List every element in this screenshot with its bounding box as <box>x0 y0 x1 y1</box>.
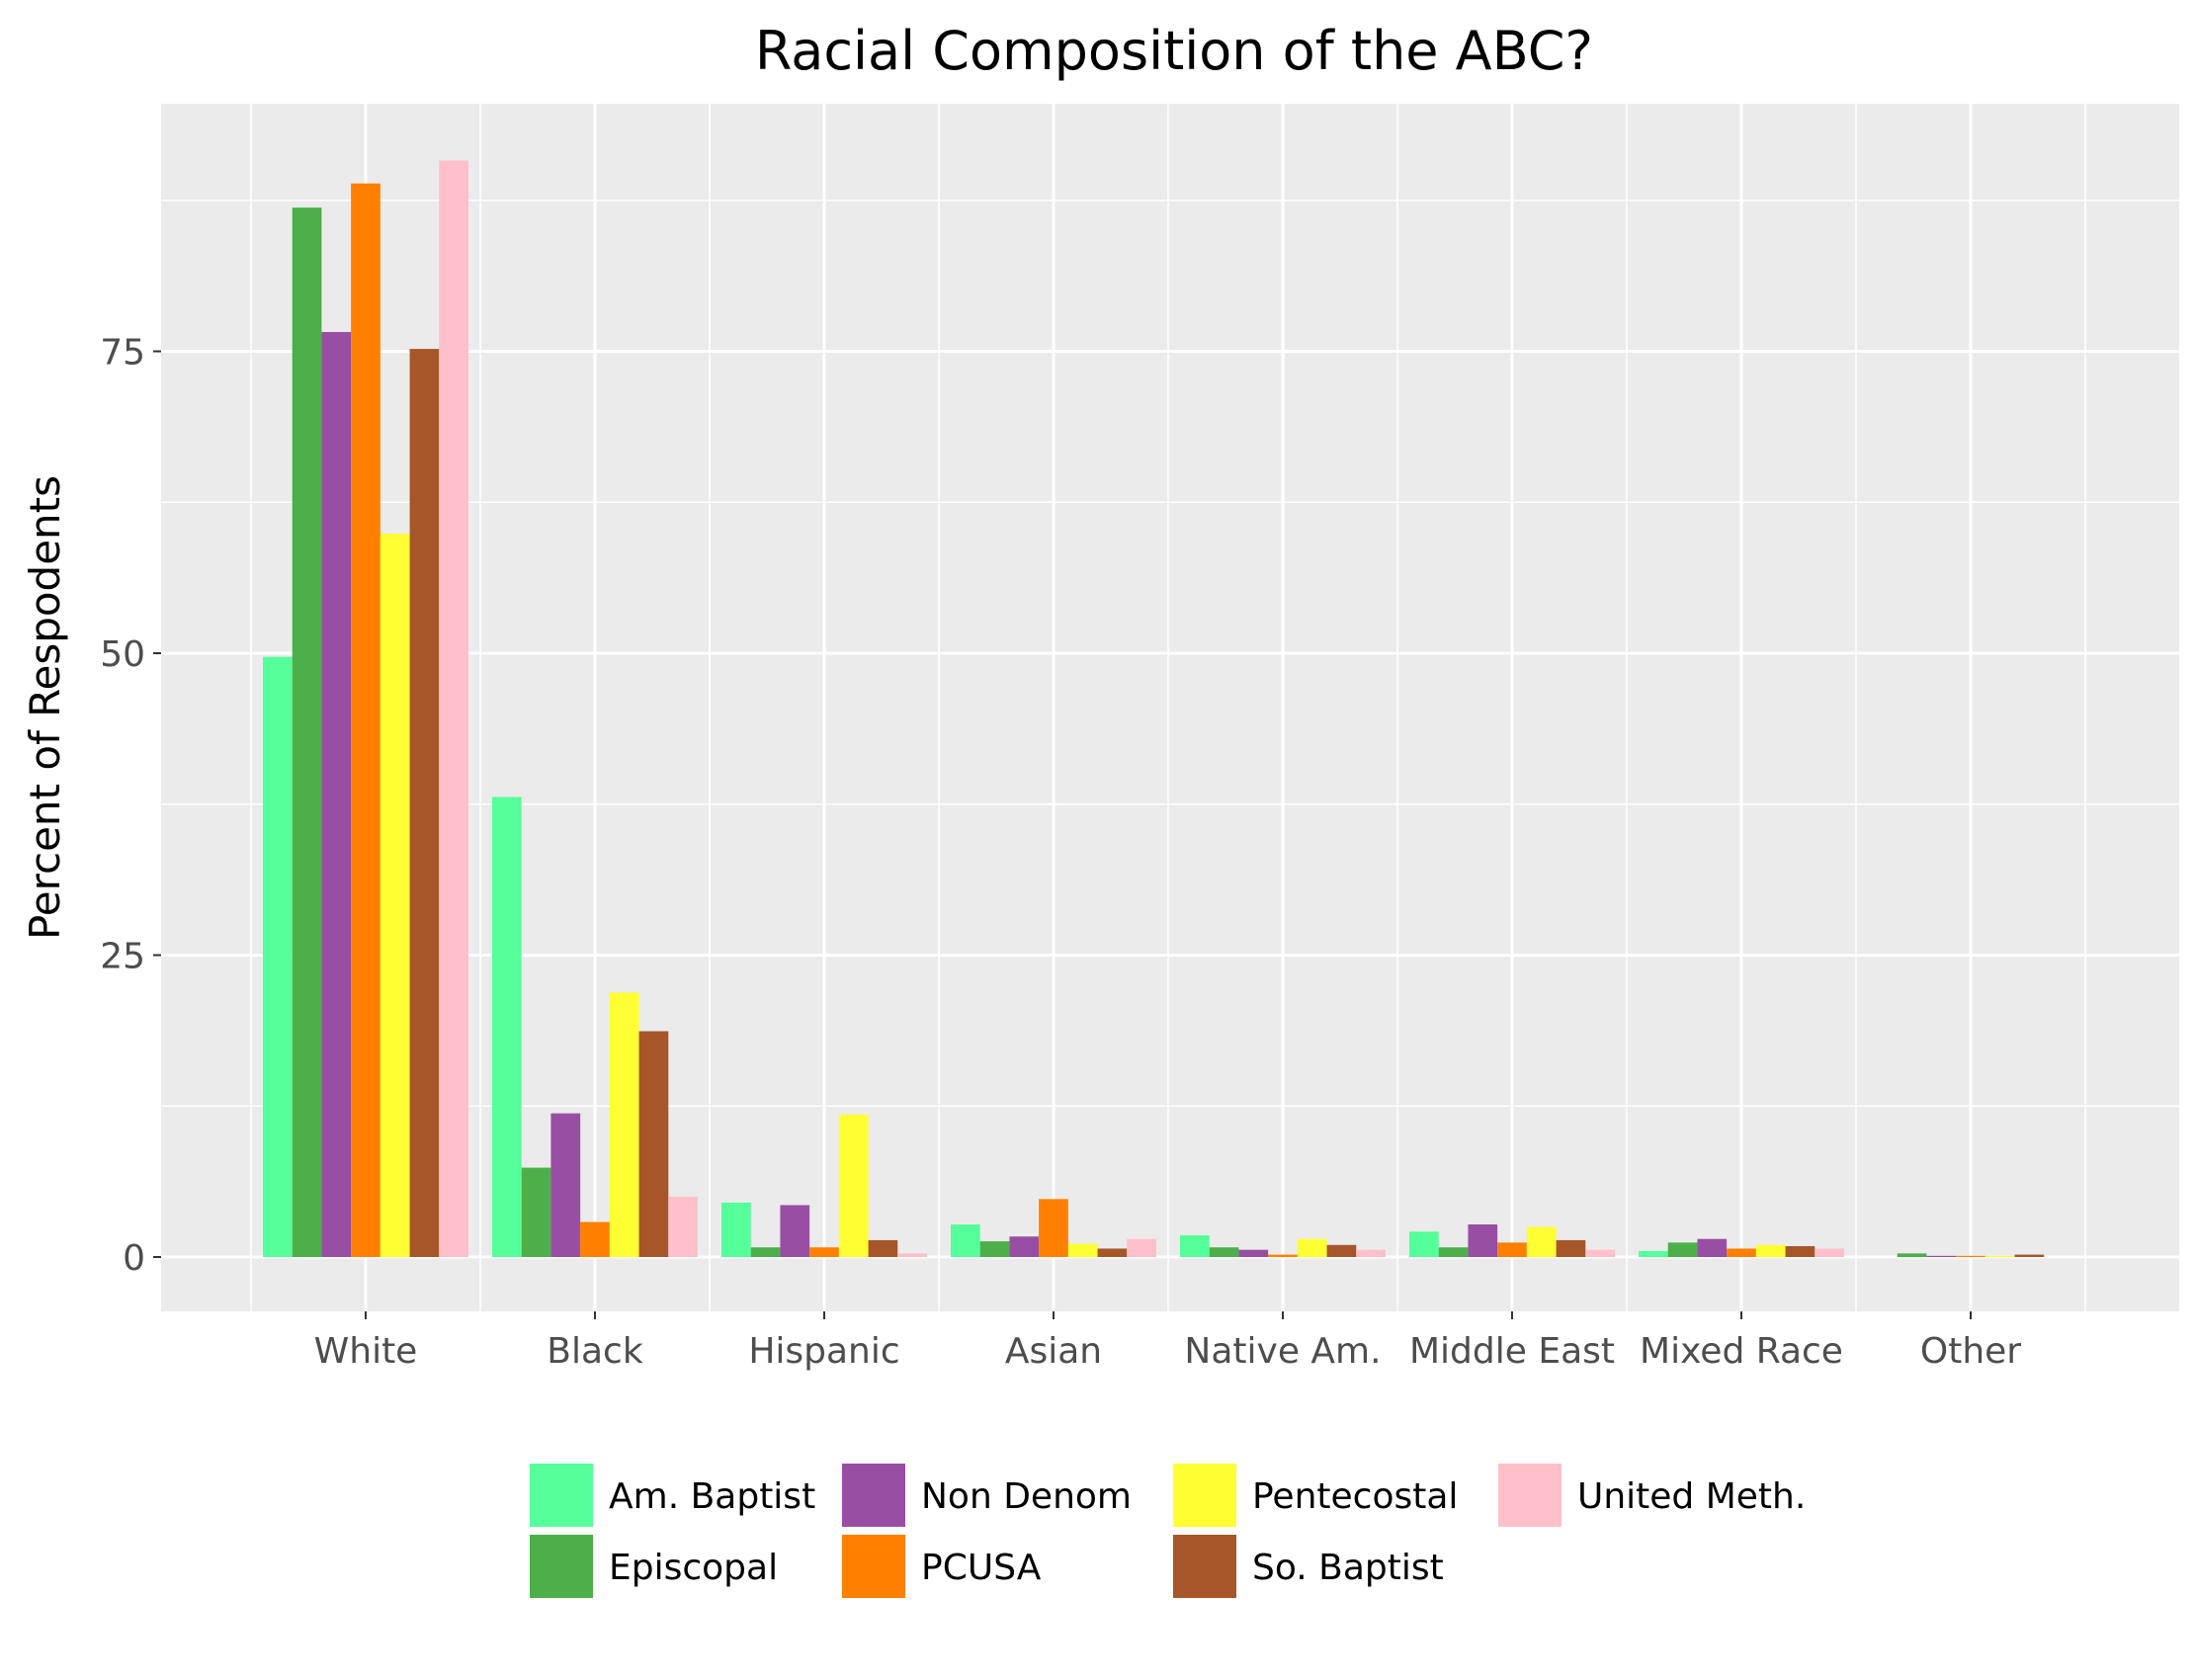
x-tick-label: White <box>314 1331 418 1372</box>
legend-label: PCUSA <box>921 1548 1042 1588</box>
legend-item: Pentecostal <box>1173 1464 1458 1527</box>
bar <box>550 1113 581 1258</box>
bar <box>521 1167 551 1258</box>
legend-label: Am. Baptist <box>609 1476 815 1517</box>
x-tick-label: Middle East <box>1409 1331 1615 1372</box>
bar <box>1639 1250 1668 1258</box>
bar <box>668 1196 698 1258</box>
bar <box>380 534 410 1258</box>
bar <box>750 1247 781 1258</box>
legend-label: So. Baptist <box>1252 1548 1444 1588</box>
legend-item: Am. Baptist <box>530 1464 815 1527</box>
bar <box>1039 1199 1068 1258</box>
legend-label: United Meth. <box>1577 1476 1806 1517</box>
bar <box>1984 1255 2015 1258</box>
x-tick-label: Hispanic <box>748 1331 899 1372</box>
legend-key <box>1498 1464 1562 1527</box>
bar <box>1497 1242 1527 1258</box>
legend-key <box>530 1464 593 1527</box>
y-tick-label: 25 <box>100 937 145 977</box>
bar <box>1297 1238 1327 1258</box>
bar <box>609 992 639 1258</box>
legend-item: United Meth. <box>1498 1464 1806 1527</box>
bar <box>868 1239 898 1258</box>
legend-key <box>1173 1535 1236 1598</box>
bars <box>263 160 2045 1258</box>
bar <box>1326 1244 1357 1258</box>
legend-key <box>842 1535 905 1598</box>
bar <box>292 208 322 1258</box>
bar <box>809 1247 839 1258</box>
legend-item: Episcopal <box>530 1535 778 1598</box>
legend-key <box>1173 1464 1236 1527</box>
bar <box>638 1031 669 1258</box>
legend-item: PCUSA <box>842 1535 1042 1598</box>
bar <box>1897 1253 1927 1258</box>
bar <box>1926 1255 1957 1258</box>
bar <box>979 1241 1010 1258</box>
bar <box>1356 1249 1386 1258</box>
bar <box>1180 1235 1210 1258</box>
y-axis-label: Percent of Respodents <box>21 475 69 940</box>
legend: Am. Baptist Episcopal Non Denom PCUSA Pentec… <box>530 1464 1806 1598</box>
bar <box>780 1205 810 1258</box>
bar <box>1526 1226 1557 1258</box>
grid-minor-lines <box>161 104 2179 1311</box>
legend-key <box>842 1464 905 1527</box>
bar <box>897 1253 927 1258</box>
bar <box>1209 1247 1239 1258</box>
bar <box>409 349 440 1258</box>
x-tick-label: Mixed Race <box>1640 1331 1843 1372</box>
bar <box>439 160 468 1258</box>
x-tick-label: Asian <box>1005 1331 1102 1372</box>
bar <box>1009 1236 1040 1258</box>
bar <box>1468 1224 1498 1258</box>
bar <box>838 1114 869 1258</box>
bar <box>1097 1248 1128 1258</box>
legend-key <box>530 1535 593 1598</box>
legend-label: Pentecostal <box>1252 1476 1458 1517</box>
bar <box>580 1221 610 1258</box>
bar <box>263 656 293 1258</box>
bar <box>1785 1246 1815 1258</box>
bar <box>1667 1242 1698 1258</box>
bar <box>1956 1255 1985 1258</box>
y-tick-label: 0 <box>123 1238 145 1279</box>
chart-title: Racial Composition of the ABC? <box>755 20 1593 82</box>
bar <box>1409 1231 1439 1258</box>
bar <box>1067 1243 1098 1258</box>
bar <box>1755 1244 1786 1258</box>
x-tick-label: Native Am. <box>1184 1331 1381 1372</box>
bar <box>1585 1249 1615 1258</box>
legend-item: So. Baptist <box>1173 1535 1444 1598</box>
bar <box>1727 1248 1756 1258</box>
bar <box>951 1224 980 1258</box>
bar <box>2014 1254 2045 1258</box>
x-axis-ticks: White Black Hispanic Asian Native Am. Middle … <box>314 1311 2021 1372</box>
y-tick-label: 75 <box>100 333 145 374</box>
x-tick-label: Other <box>1920 1331 2021 1372</box>
y-axis-ticks: 0 25 50 75 <box>100 333 161 1279</box>
bar <box>321 331 352 1258</box>
x-tick-label: Black <box>547 1331 643 1372</box>
bar <box>1438 1247 1469 1258</box>
legend-item: Non Denom <box>842 1464 1132 1527</box>
bar <box>351 183 380 1258</box>
bar <box>1238 1249 1269 1258</box>
legend-label: Episcopal <box>609 1548 778 1588</box>
bar <box>1268 1254 1298 1258</box>
bar <box>1815 1248 1844 1258</box>
legend-label: Non Denom <box>921 1476 1132 1517</box>
bar <box>1127 1238 1156 1258</box>
bar <box>721 1203 751 1258</box>
y-tick-label: 50 <box>100 634 145 675</box>
bar <box>1697 1238 1728 1258</box>
bar <box>492 797 522 1258</box>
bar <box>1556 1239 1586 1258</box>
